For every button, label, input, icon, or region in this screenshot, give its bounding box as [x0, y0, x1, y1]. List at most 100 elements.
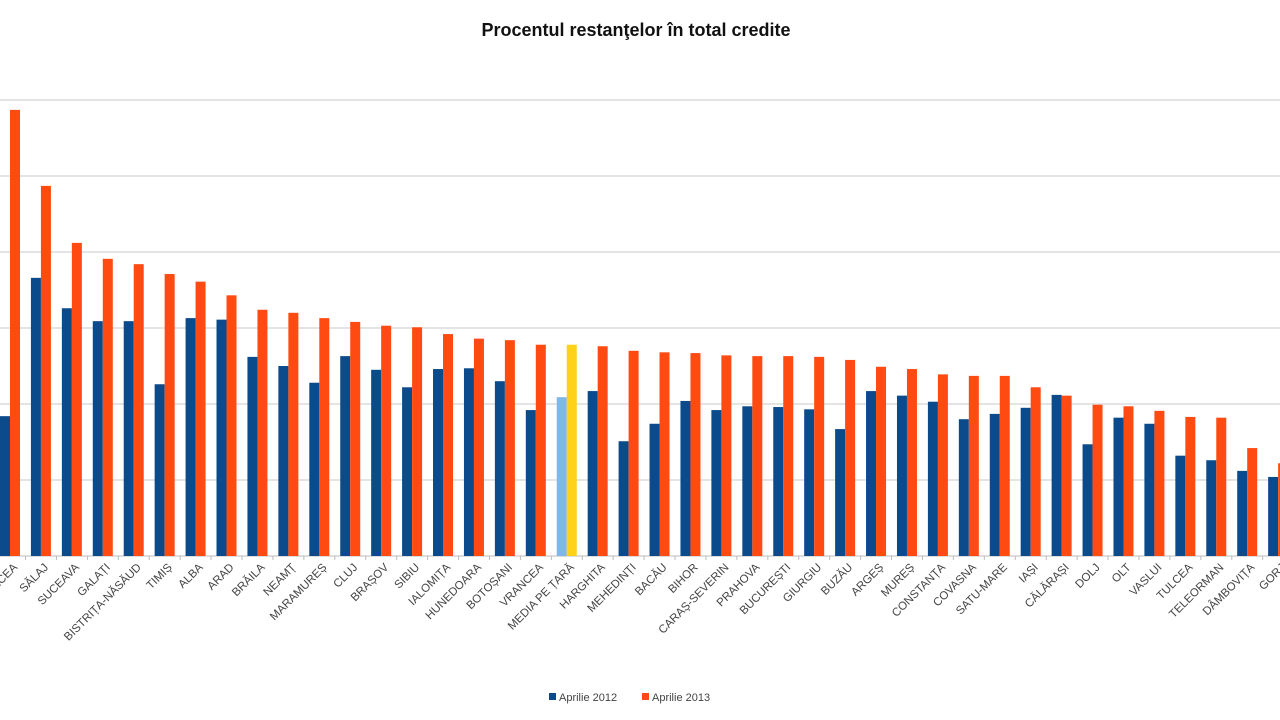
- bar-2012: [1020, 407, 1031, 556]
- x-tick-label: DÂMBOVIȚA: [1200, 561, 1257, 618]
- bar-2013: [876, 366, 887, 556]
- bar-2012: [1268, 476, 1279, 556]
- bar-2013: [288, 312, 299, 556]
- bar-2012: [1175, 455, 1186, 556]
- bar-2012: [1206, 460, 1217, 556]
- bar-2012: [958, 419, 969, 556]
- bar-2013: [1092, 404, 1103, 556]
- legend-label-2012: Aprilie 2012: [559, 692, 617, 704]
- bar-2013: [1061, 395, 1072, 556]
- bar-2012: [402, 387, 413, 556]
- bar-2013: [845, 359, 856, 556]
- bar-2013: [628, 350, 639, 556]
- x-tick-label: TELEORMAN: [1167, 562, 1226, 621]
- bar-2013: [814, 356, 825, 556]
- bar-2012: [835, 429, 846, 556]
- bar-2012: [804, 409, 815, 556]
- bar-2013: [102, 258, 113, 556]
- x-tick-label: IAȘI: [1017, 562, 1041, 586]
- bar-2013: [226, 295, 237, 556]
- bar-2012: [989, 413, 1000, 556]
- bar-2012: [92, 321, 103, 556]
- bar-2013: [721, 355, 732, 556]
- bar-2013: [1154, 410, 1165, 556]
- bar-2013: [504, 340, 515, 556]
- bars: [0, 109, 1280, 556]
- bar-2013: [535, 344, 546, 556]
- bar-2013: [473, 338, 484, 556]
- x-tick-label: TIMIȘ: [145, 561, 175, 591]
- bar-2013: [1123, 406, 1134, 556]
- legend: Aprilie 2012 Aprilie 2013: [549, 692, 710, 704]
- bar-2013: [1247, 448, 1258, 556]
- bar-2013: [164, 274, 175, 556]
- bar-2013: [906, 369, 917, 556]
- bar-2013: [350, 321, 361, 556]
- bar-2013: [412, 327, 423, 556]
- bar-2012: [123, 321, 134, 556]
- bar-2013: [752, 356, 763, 556]
- bar-2013: [783, 356, 794, 556]
- bar-2012: [371, 369, 382, 556]
- bar-2012: [927, 401, 938, 556]
- bar-2013: [659, 352, 670, 556]
- bar-2012: [618, 441, 629, 556]
- bar-2012: [711, 410, 722, 556]
- bar-2012: [1051, 394, 1062, 556]
- gridlines: [0, 99, 1280, 557]
- bar-2013: [1030, 387, 1041, 556]
- bar-2013: [597, 346, 608, 556]
- bar-2012: [0, 416, 10, 556]
- bar-2012: [185, 318, 196, 556]
- bar-2012: [309, 382, 320, 556]
- x-tick-label: BRĂILA: [229, 561, 267, 599]
- bar-2012: [278, 366, 289, 556]
- x-tick-label: ALBA: [176, 561, 206, 591]
- bar-2012: [1237, 470, 1248, 556]
- bar-2012: [773, 407, 784, 556]
- bar-2012: [866, 391, 877, 556]
- bar-2013: [381, 325, 392, 556]
- x-tick-label: OLT: [1110, 562, 1134, 586]
- bar-2013: [319, 318, 330, 556]
- chart-title: Procentul restanţelor în total credite: [481, 20, 790, 40]
- legend-swatch-2013: [642, 693, 649, 700]
- bar-2012: [649, 423, 660, 556]
- bar-2012: [216, 319, 227, 556]
- bar-2013: [257, 309, 268, 556]
- bar-2013: [937, 374, 948, 556]
- bar-2012: [463, 368, 474, 556]
- bar-2012: [247, 356, 258, 556]
- bar-2012: [61, 308, 72, 556]
- x-tick-label: CLUJ: [332, 562, 361, 591]
- bar-2012: [1144, 423, 1155, 556]
- bar-2013: [1216, 417, 1227, 556]
- bar-2013: [999, 375, 1010, 556]
- bar-2013: [40, 185, 51, 556]
- x-tick-label: BACĂU: [632, 561, 669, 598]
- bar-2013: [71, 242, 82, 556]
- bar-2013: [195, 281, 206, 556]
- x-tick-label: SIBIU: [392, 562, 422, 592]
- bar-2013: [1185, 416, 1196, 556]
- bar-2013: [10, 109, 20, 556]
- x-tick-label: MARAMUREȘ: [268, 561, 330, 623]
- bar-2012: [1113, 417, 1124, 556]
- x-tick-label: BUZĂU: [818, 561, 855, 598]
- bar-2012: [896, 395, 907, 556]
- bar-2012: [525, 410, 536, 556]
- bar-2012: [340, 356, 351, 556]
- bar-2012: [742, 406, 753, 556]
- bar-2013: [968, 375, 979, 556]
- legend-swatch-2012: [549, 693, 556, 700]
- bar-2013: [1278, 463, 1280, 556]
- x-tick-label: DOLJ: [1073, 562, 1102, 591]
- bar-2012: [680, 400, 691, 556]
- x-tick-label: VÂLCEA: [0, 561, 20, 603]
- bar-2012: [587, 391, 598, 556]
- x-tick-label: GORJ: [1257, 562, 1280, 593]
- bar-2013: [690, 353, 701, 556]
- bar-2013: [566, 344, 577, 556]
